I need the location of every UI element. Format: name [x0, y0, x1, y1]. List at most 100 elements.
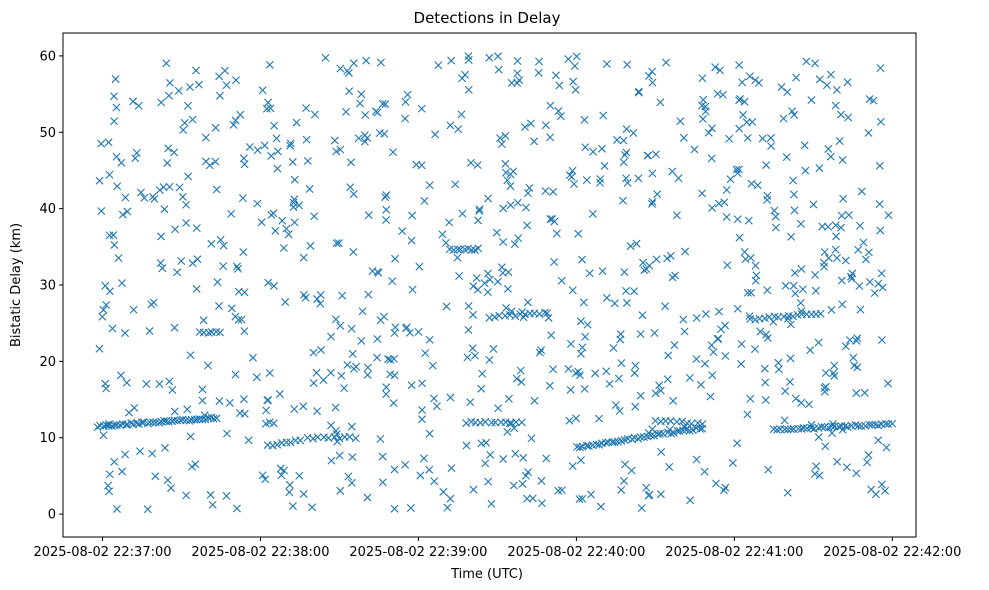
detection-point: [118, 279, 127, 288]
data-points: [93, 52, 897, 514]
detection-point: [114, 254, 123, 263]
detection-point: [219, 262, 228, 271]
detection-point: [509, 481, 518, 490]
detection-point: [129, 97, 138, 106]
detection-point: [108, 324, 117, 333]
detection-point: [140, 193, 149, 202]
detection-point: [186, 432, 195, 441]
detection-point: [842, 463, 851, 472]
detection-point: [464, 302, 473, 311]
detection-point: [157, 232, 166, 241]
detection-point: [576, 456, 585, 465]
detection-point: [164, 91, 173, 100]
detection-point: [706, 392, 715, 401]
detection-point: [816, 309, 825, 318]
detection-point: [131, 154, 140, 163]
detection-point: [648, 425, 657, 434]
detection-point: [201, 133, 210, 142]
detection-point: [264, 396, 273, 405]
y-axis-label: Bistatic Delay (km): [9, 223, 24, 347]
detection-point: [780, 416, 789, 425]
detection-point: [820, 248, 829, 257]
detection-point: [550, 258, 559, 266]
detection-point: [656, 98, 665, 107]
detection-point: [745, 312, 754, 321]
detection-point: [334, 239, 343, 248]
detection-point: [442, 302, 451, 311]
detection-point: [425, 181, 434, 190]
detection-point: [877, 336, 886, 345]
detection-point: [421, 349, 430, 358]
detection-point: [155, 380, 164, 389]
detection-point: [541, 187, 550, 196]
detection-point: [572, 52, 581, 61]
detection-point: [388, 277, 397, 286]
detection-point: [193, 255, 202, 264]
detection-point: [521, 203, 530, 212]
detection-point: [714, 334, 723, 343]
detection-point: [523, 189, 532, 198]
detection-point: [102, 300, 111, 309]
y-tick-label: 20: [39, 355, 56, 370]
detection-point: [266, 104, 275, 113]
detection-point: [535, 57, 544, 66]
detection-point: [170, 323, 179, 332]
detection-point: [631, 361, 640, 370]
detection-point: [198, 415, 207, 424]
detection-point: [434, 61, 443, 70]
detection-point: [827, 422, 836, 431]
detection-point: [576, 317, 585, 326]
detection-point: [414, 327, 423, 336]
detection-point: [347, 324, 356, 333]
detection-point: [630, 369, 639, 378]
detection-point: [464, 325, 473, 334]
detection-point: [363, 134, 372, 143]
detection-point: [296, 436, 305, 445]
detection-point: [467, 245, 476, 254]
detection-point: [797, 265, 806, 274]
detection-point: [545, 381, 554, 390]
detection-point: [462, 419, 471, 428]
detection-point: [837, 223, 846, 232]
detection-point: [587, 490, 595, 499]
detection-point: [620, 150, 629, 159]
detection-point: [523, 298, 532, 307]
detection-point: [215, 72, 224, 81]
detection-point: [269, 281, 278, 290]
detection-point: [155, 418, 164, 427]
detection-point: [786, 354, 795, 363]
detection-point: [799, 423, 808, 432]
detection-point: [165, 78, 174, 87]
detection-point: [721, 321, 730, 330]
detection-point: [381, 100, 390, 109]
detection-point: [859, 238, 868, 247]
detection-point: [708, 203, 717, 212]
detection-point: [347, 478, 356, 487]
detection-point: [151, 472, 160, 481]
detection-point: [881, 486, 890, 495]
detection-point: [486, 450, 495, 459]
detection-point: [521, 310, 530, 319]
y-tick-label: 60: [39, 49, 56, 64]
detection-point: [327, 456, 336, 465]
detection-point: [494, 52, 503, 61]
detection-point: [362, 56, 371, 65]
detection-point: [118, 210, 127, 219]
detection-point: [636, 433, 645, 442]
detection-point: [432, 402, 441, 411]
detection-point: [380, 312, 388, 321]
detection-point: [807, 96, 816, 105]
detection-point: [447, 464, 456, 473]
detection-point: [417, 161, 426, 170]
detection-point: [174, 86, 183, 95]
detection-point: [752, 271, 761, 280]
detection-point: [739, 110, 748, 119]
detection-point: [378, 478, 387, 487]
detection-point: [510, 240, 519, 249]
detection-point: [602, 293, 611, 302]
detection-point: [800, 141, 809, 150]
detection-point: [354, 134, 363, 143]
detection-point: [264, 278, 273, 287]
detection-point: [861, 255, 870, 264]
detection-point: [121, 193, 130, 202]
